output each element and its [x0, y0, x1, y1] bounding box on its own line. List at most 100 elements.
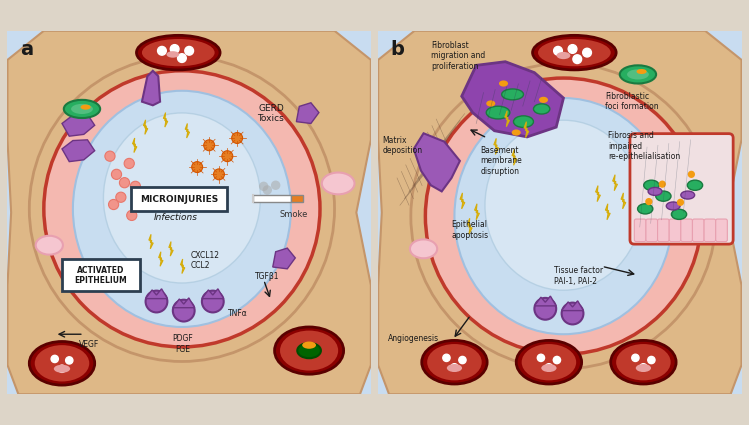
Circle shape [554, 357, 560, 364]
Ellipse shape [54, 365, 70, 373]
FancyBboxPatch shape [181, 207, 198, 217]
Ellipse shape [610, 340, 676, 384]
Ellipse shape [422, 340, 487, 384]
Ellipse shape [667, 202, 680, 210]
Text: PDGF
FGE: PDGF FGE [172, 334, 193, 354]
FancyBboxPatch shape [646, 219, 658, 241]
Polygon shape [133, 138, 137, 153]
Text: Smoke: Smoke [279, 210, 308, 218]
Ellipse shape [486, 100, 495, 107]
Circle shape [677, 199, 684, 206]
Ellipse shape [29, 342, 94, 385]
Polygon shape [173, 298, 195, 308]
Polygon shape [460, 193, 465, 209]
Polygon shape [159, 252, 163, 266]
FancyBboxPatch shape [74, 239, 94, 257]
Circle shape [116, 192, 126, 202]
Circle shape [213, 169, 225, 180]
Text: TNFα: TNFα [228, 309, 248, 318]
Text: CXCL12
CCL2: CXCL12 CCL2 [191, 251, 220, 270]
Text: Fibroblast
migration and
proliferation: Fibroblast migration and proliferation [431, 41, 485, 71]
Text: GERD
Toxics: GERD Toxics [258, 104, 285, 123]
FancyBboxPatch shape [199, 219, 217, 233]
Circle shape [425, 78, 702, 354]
Polygon shape [143, 120, 148, 134]
Circle shape [537, 354, 545, 362]
FancyBboxPatch shape [634, 219, 646, 241]
Text: Fibroblastic
foci formation: Fibroblastic foci formation [605, 92, 659, 111]
Ellipse shape [136, 35, 220, 70]
FancyBboxPatch shape [188, 226, 206, 241]
Circle shape [263, 185, 272, 195]
Ellipse shape [557, 52, 570, 59]
FancyBboxPatch shape [693, 219, 704, 241]
Ellipse shape [427, 344, 482, 380]
Circle shape [145, 291, 167, 312]
Ellipse shape [103, 113, 261, 283]
Circle shape [562, 303, 583, 324]
FancyBboxPatch shape [658, 219, 669, 241]
Ellipse shape [681, 191, 694, 199]
Circle shape [640, 364, 647, 371]
Circle shape [157, 46, 166, 55]
Ellipse shape [36, 236, 63, 255]
Circle shape [109, 199, 118, 210]
Polygon shape [62, 114, 94, 136]
Polygon shape [524, 122, 529, 138]
Text: b: b [391, 40, 404, 59]
Polygon shape [181, 259, 185, 274]
Text: Epithelial
apoptosis: Epithelial apoptosis [451, 220, 488, 240]
Circle shape [105, 151, 115, 161]
Ellipse shape [688, 180, 703, 190]
Circle shape [451, 364, 458, 371]
Circle shape [271, 181, 280, 190]
Text: TGFβ1: TGFβ1 [255, 272, 280, 280]
Text: Angiogenesis: Angiogenesis [388, 334, 440, 343]
Polygon shape [494, 139, 499, 154]
Text: Fibrosis and
impaired
re-epithelialisation: Fibrosis and impaired re-epithelialisati… [607, 131, 680, 161]
Polygon shape [475, 204, 479, 220]
Polygon shape [613, 175, 617, 191]
FancyBboxPatch shape [131, 187, 228, 211]
Circle shape [568, 45, 577, 54]
Ellipse shape [516, 340, 582, 384]
FancyBboxPatch shape [89, 230, 109, 244]
Polygon shape [413, 133, 460, 191]
Bar [252, 195, 291, 202]
Polygon shape [562, 301, 583, 311]
Ellipse shape [637, 69, 646, 74]
Circle shape [185, 46, 193, 55]
Circle shape [124, 159, 134, 169]
Ellipse shape [64, 100, 100, 118]
FancyBboxPatch shape [630, 133, 733, 244]
Ellipse shape [521, 344, 576, 380]
Ellipse shape [533, 104, 550, 114]
Ellipse shape [648, 187, 662, 196]
Polygon shape [7, 31, 371, 394]
Text: ACTIVATED
EPITHELIUM: ACTIVATED EPITHELIUM [74, 266, 127, 285]
FancyBboxPatch shape [96, 217, 116, 229]
Ellipse shape [499, 80, 508, 87]
Ellipse shape [539, 97, 548, 103]
Text: Tissue factor
PAI-1, PAI-2: Tissue factor PAI-1, PAI-2 [554, 266, 604, 286]
Circle shape [178, 54, 187, 62]
FancyBboxPatch shape [62, 259, 140, 292]
FancyBboxPatch shape [704, 219, 716, 241]
Circle shape [443, 354, 450, 362]
Ellipse shape [73, 91, 291, 327]
FancyBboxPatch shape [77, 219, 97, 234]
Polygon shape [169, 241, 173, 256]
Ellipse shape [297, 343, 321, 358]
Circle shape [192, 162, 203, 173]
Circle shape [573, 55, 582, 63]
Ellipse shape [447, 364, 462, 372]
Polygon shape [621, 193, 626, 209]
Ellipse shape [542, 364, 557, 372]
Ellipse shape [410, 239, 437, 258]
Circle shape [51, 355, 58, 363]
Polygon shape [145, 289, 167, 299]
Text: Basement
membrane
disruption: Basement membrane disruption [481, 146, 522, 176]
Ellipse shape [142, 39, 215, 66]
Polygon shape [62, 140, 94, 162]
Circle shape [231, 133, 243, 144]
